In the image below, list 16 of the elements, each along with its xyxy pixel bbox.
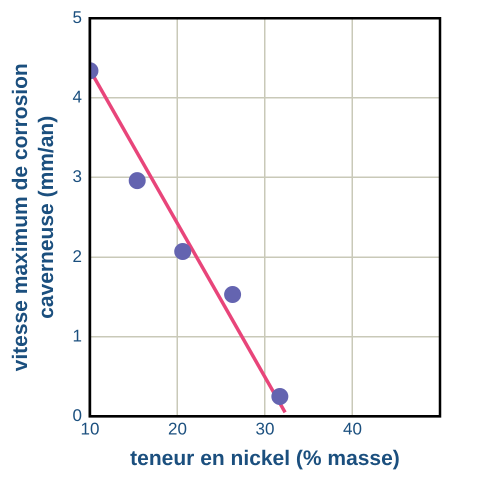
- y-tick-label: 3: [72, 167, 82, 186]
- x-tick-label: 40: [343, 419, 362, 438]
- point: [224, 286, 242, 304]
- y-tick-label: 5: [72, 8, 82, 27]
- x-axis-title: teneur en nickel (% masse): [130, 447, 400, 470]
- x-tick-label: 20: [168, 419, 187, 438]
- x-tick-label: 10: [80, 419, 100, 438]
- y-tick-label: 4: [72, 88, 82, 107]
- y-tick-label: 1: [72, 326, 82, 346]
- y-tick-label: 2: [72, 246, 82, 266]
- y-tick-label: 0: [72, 406, 82, 426]
- y-axis-title: vitesse maximum de corrosion caverneuse (mm/an): [8, 63, 58, 372]
- x-tick-label: 30: [256, 419, 274, 438]
- point: [128, 172, 146, 190]
- point: [271, 388, 288, 405]
- point: [174, 243, 192, 260]
